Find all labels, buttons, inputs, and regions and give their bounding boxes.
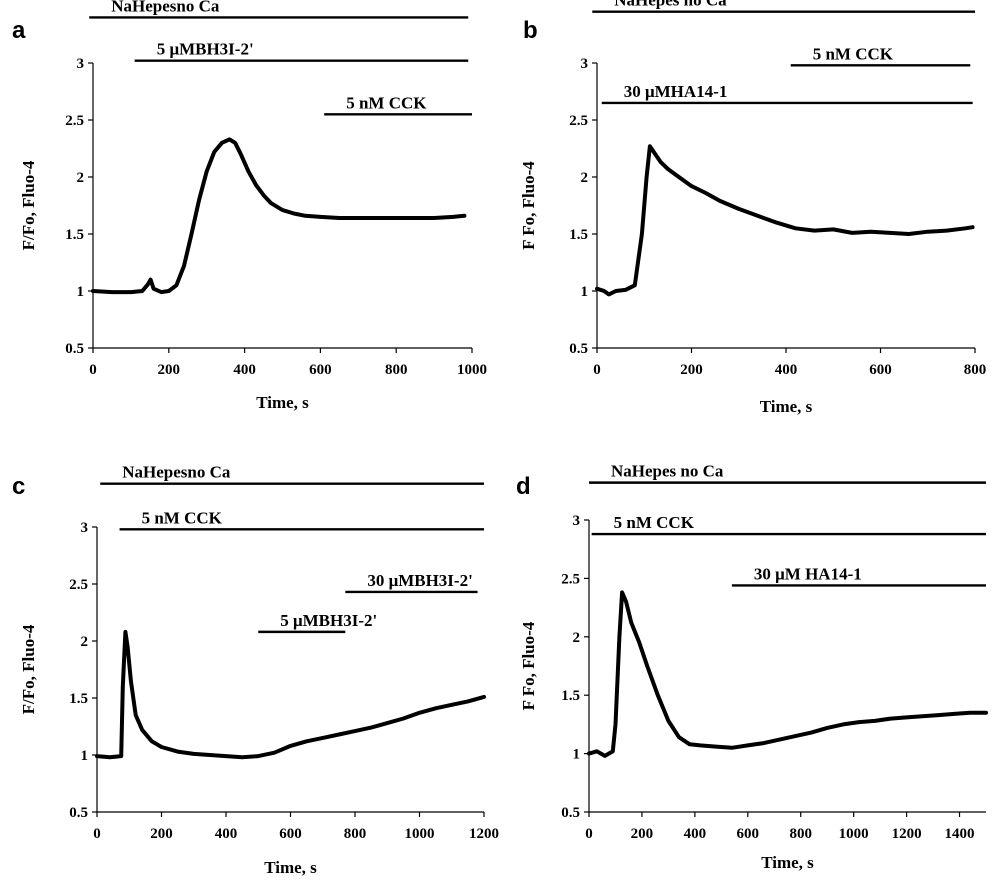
x-tick-label: 0	[585, 826, 593, 842]
y-tick-label: 3	[573, 513, 581, 529]
x-tick-label: 1400	[945, 826, 975, 842]
y-tick-label: 2	[573, 630, 581, 646]
x-tick-label: 1000	[839, 826, 869, 842]
treatment-bar-label: 5 nM CCK	[346, 93, 427, 112]
x-tick-label: 200	[150, 826, 173, 842]
panel-c: c 0.5 1 1.5 2 2.5 3 0 200 400 600 800 1000 1200 Time, …	[12, 463, 499, 877]
y-tick-label: 1	[581, 284, 589, 300]
treatment-bar-label: 5 nM CCK	[142, 508, 223, 527]
y-tick-label: 1	[77, 284, 85, 300]
treatment-bar-label: 30 μM HA14-1	[754, 564, 862, 583]
treatment-bar-label: 5 μMBH3I-2'	[280, 611, 377, 630]
x-tick-label: 400	[684, 826, 707, 842]
y-tick-label: 0.5	[69, 805, 88, 821]
y-axis-label: F/Fo, Fluo-4	[19, 160, 38, 250]
x-tick-label: 200	[680, 362, 703, 378]
x-tick-label: 400	[775, 362, 798, 378]
y-tick-label: 1.5	[65, 227, 84, 243]
x-tick-label: 200	[158, 362, 181, 378]
fluo4-trace	[587, 590, 988, 758]
y-axis-label: F Fo, Fluo-4	[519, 621, 538, 710]
y-axis-label: F/Fo, Fluo-4	[19, 624, 38, 714]
treatment-bar-label: 5 nM CCK	[614, 513, 695, 532]
treatment-bar-label: NaHepesno Ca	[111, 0, 220, 15]
panel-a: a 0.5 1 1.5 2 2.5 3 0 200 400 600 800 1000 Time, s F/F…	[12, 0, 487, 412]
y-tick-label: 2	[581, 170, 589, 186]
y-tick-label: 1	[573, 747, 581, 763]
y-tick-label: 0.5	[569, 341, 588, 357]
x-tick-label: 800	[344, 826, 367, 842]
x-tick-label: 1200	[469, 826, 499, 842]
x-tick-label: 400	[233, 362, 256, 378]
treatment-bar-label: 5 μMBH3I-2'	[157, 40, 254, 59]
x-tick-label: 0	[93, 826, 101, 842]
y-tick-label: 3	[77, 56, 85, 72]
y-tick-label: 2.5	[65, 113, 84, 129]
y-tick-label: 2.5	[561, 571, 580, 587]
y-tick-label: 2.5	[569, 113, 588, 129]
y-tick-label: 2	[81, 634, 89, 650]
x-tick-label: 600	[309, 362, 332, 378]
fluo4-trace	[91, 137, 467, 295]
y-tick-label: 1.5	[569, 227, 588, 243]
y-tick-label: 2	[77, 170, 85, 186]
treatment-bar-label: NaHepes no Ca	[611, 462, 724, 481]
x-tick-label: 0	[593, 362, 601, 378]
x-tick-label: 800	[385, 362, 408, 378]
panel-letter: b	[523, 17, 538, 44]
y-tick-label: 3	[581, 56, 589, 72]
y-tick-label: 0.5	[561, 805, 580, 821]
panel-letter: c	[12, 473, 25, 500]
y-tick-label: 1	[81, 748, 89, 764]
panel-letter: a	[12, 17, 26, 44]
x-axis-label: Time, s	[760, 397, 813, 416]
panel-letter: d	[516, 473, 531, 500]
x-tick-label: 800	[789, 826, 812, 842]
x-tick-label: 1000	[457, 362, 487, 378]
x-axis-label: Time, s	[256, 393, 309, 412]
fluo4-trace	[95, 629, 486, 760]
x-tick-label: 1000	[405, 826, 435, 842]
panel-d: d 0.5 1 1.5 2 2.5 3 0 200 400 600 800 1000 1200 1400 Ti…	[516, 462, 988, 872]
treatment-bar-label: 30 μMHA14-1	[624, 82, 728, 101]
fluo4-trace	[595, 144, 975, 297]
x-tick-label: 200	[631, 826, 654, 842]
x-tick-label: 600	[279, 826, 302, 842]
x-tick-label: 600	[869, 362, 892, 378]
panel-b: b 0.5 1 1.5 2 2.5 3 0 200 400 600 800 Time, s F Fo, F…	[519, 0, 986, 416]
treatment-bar-label: 5 nM CCK	[813, 44, 894, 63]
x-tick-label: 0	[89, 362, 97, 378]
x-tick-label: 600	[737, 826, 760, 842]
y-tick-label: 0.5	[65, 341, 84, 357]
y-axis-label: F Fo, Fluo-4	[519, 161, 538, 250]
x-axis-label: Time, s	[761, 853, 814, 872]
x-tick-label: 400	[215, 826, 238, 842]
treatment-bar-label: NaHepes no Ca	[614, 0, 727, 10]
y-tick-label: 1.5	[69, 691, 88, 707]
x-tick-label: 800	[964, 362, 987, 378]
treatment-bar-label: 30 μMBH3I-2'	[367, 571, 473, 590]
y-tick-label: 1.5	[561, 688, 580, 704]
x-tick-label: 1200	[892, 826, 922, 842]
x-axis-label: Time, s	[264, 858, 317, 877]
treatment-bar-label: NaHepesno Ca	[122, 463, 231, 482]
y-tick-label: 2.5	[69, 577, 88, 593]
y-tick-label: 3	[81, 520, 89, 536]
